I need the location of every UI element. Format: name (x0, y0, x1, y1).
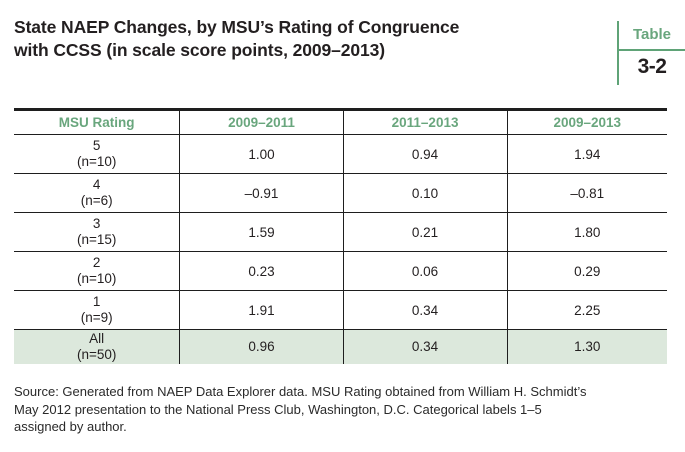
value-cell: 1.80 (506, 212, 667, 252)
value-cell: 0.10 (342, 173, 507, 213)
rating-cell: 2 (n=10) (14, 251, 180, 291)
rating-value: 1 (92, 294, 101, 309)
value-cell: 0.23 (179, 251, 344, 291)
rating-value: All (89, 330, 105, 346)
value-cell: 1.00 (179, 134, 344, 174)
value-cell: 1.91 (179, 290, 344, 330)
rating-value: 2 (92, 255, 101, 270)
table-title-line1: State NAEP Changes, by MSU’s Rating of C… (14, 17, 460, 37)
value-cell: 1.59 (179, 212, 344, 252)
rating-cell: 4 (n=6) (14, 173, 180, 213)
rating-value: 4 (92, 177, 101, 192)
rating-n: (n=15) (76, 232, 117, 247)
source-note: Source: Generated from NAEP Data Explore… (14, 383, 586, 436)
table-number-badge: Table 3-2 (617, 21, 685, 85)
source-note-line3: assigned by author. (14, 419, 127, 434)
rating-value: 3 (92, 216, 101, 231)
value-cell: 0.34 (342, 290, 507, 330)
rating-n: (n=6) (80, 193, 113, 208)
value-cell: 0.34 (342, 329, 507, 364)
column-header-2009-2011: 2009–2011 (179, 109, 344, 135)
rating-n: (n=9) (80, 310, 113, 325)
value-cell: 0.06 (342, 251, 507, 291)
column-header-2011-2013: 2011–2013 (342, 109, 507, 135)
rating-n: (n=50) (76, 346, 117, 362)
rating-value: 5 (92, 138, 101, 153)
rating-n: (n=10) (76, 271, 117, 286)
value-cell: 0.21 (342, 212, 507, 252)
table-row: 2 (n=10) 0.23 0.06 0.29 (14, 251, 667, 291)
rating-cell: 3 (n=15) (14, 212, 180, 252)
value-cell: –0.81 (506, 173, 667, 213)
table-row: 4 (n=6) –0.91 0.10 –0.81 (14, 173, 667, 213)
data-table: MSU Rating 2009–2011 2011–2013 2009–2013… (14, 108, 667, 364)
value-cell: –0.91 (179, 173, 344, 213)
value-cell: 0.29 (506, 251, 667, 291)
rating-cell: All (n=50) (14, 329, 180, 364)
column-header-2009-2013: 2009–2013 (506, 109, 667, 135)
rating-n: (n=10) (76, 154, 117, 169)
rating-cell: 1 (n=9) (14, 290, 180, 330)
column-header-msu-rating: MSU Rating (14, 109, 180, 135)
table-badge-label: Table (619, 21, 685, 51)
table-row-all-totals: All (n=50) 0.96 0.34 1.30 (14, 329, 667, 364)
value-cell: 0.96 (179, 329, 344, 364)
data-table-container: MSU Rating 2009–2011 2011–2013 2009–2013… (14, 108, 667, 364)
table-title: State NAEP Changes, by MSU’s Rating of C… (14, 16, 459, 62)
table-title-line2: with CCSS (in scale score points, 2009–2… (14, 40, 386, 60)
table-row: 3 (n=15) 1.59 0.21 1.80 (14, 212, 667, 252)
table-header-row: MSU Rating 2009–2011 2011–2013 2009–2013 (14, 109, 667, 135)
source-note-line1: Source: Generated from NAEP Data Explore… (14, 384, 587, 399)
rating-cell: 5 (n=10) (14, 134, 180, 174)
table-row: 5 (n=10) 1.00 0.94 1.94 (14, 134, 667, 174)
value-cell: 1.30 (506, 329, 667, 364)
value-cell: 2.25 (506, 290, 667, 330)
value-cell: 1.94 (506, 134, 667, 174)
source-note-line2: May 2012 presentation to the National Pr… (14, 401, 542, 417)
table-row: 1 (n=9) 1.91 0.34 2.25 (14, 290, 667, 330)
value-cell: 0.94 (342, 134, 507, 174)
table-badge-number: 3-2 (637, 55, 667, 78)
